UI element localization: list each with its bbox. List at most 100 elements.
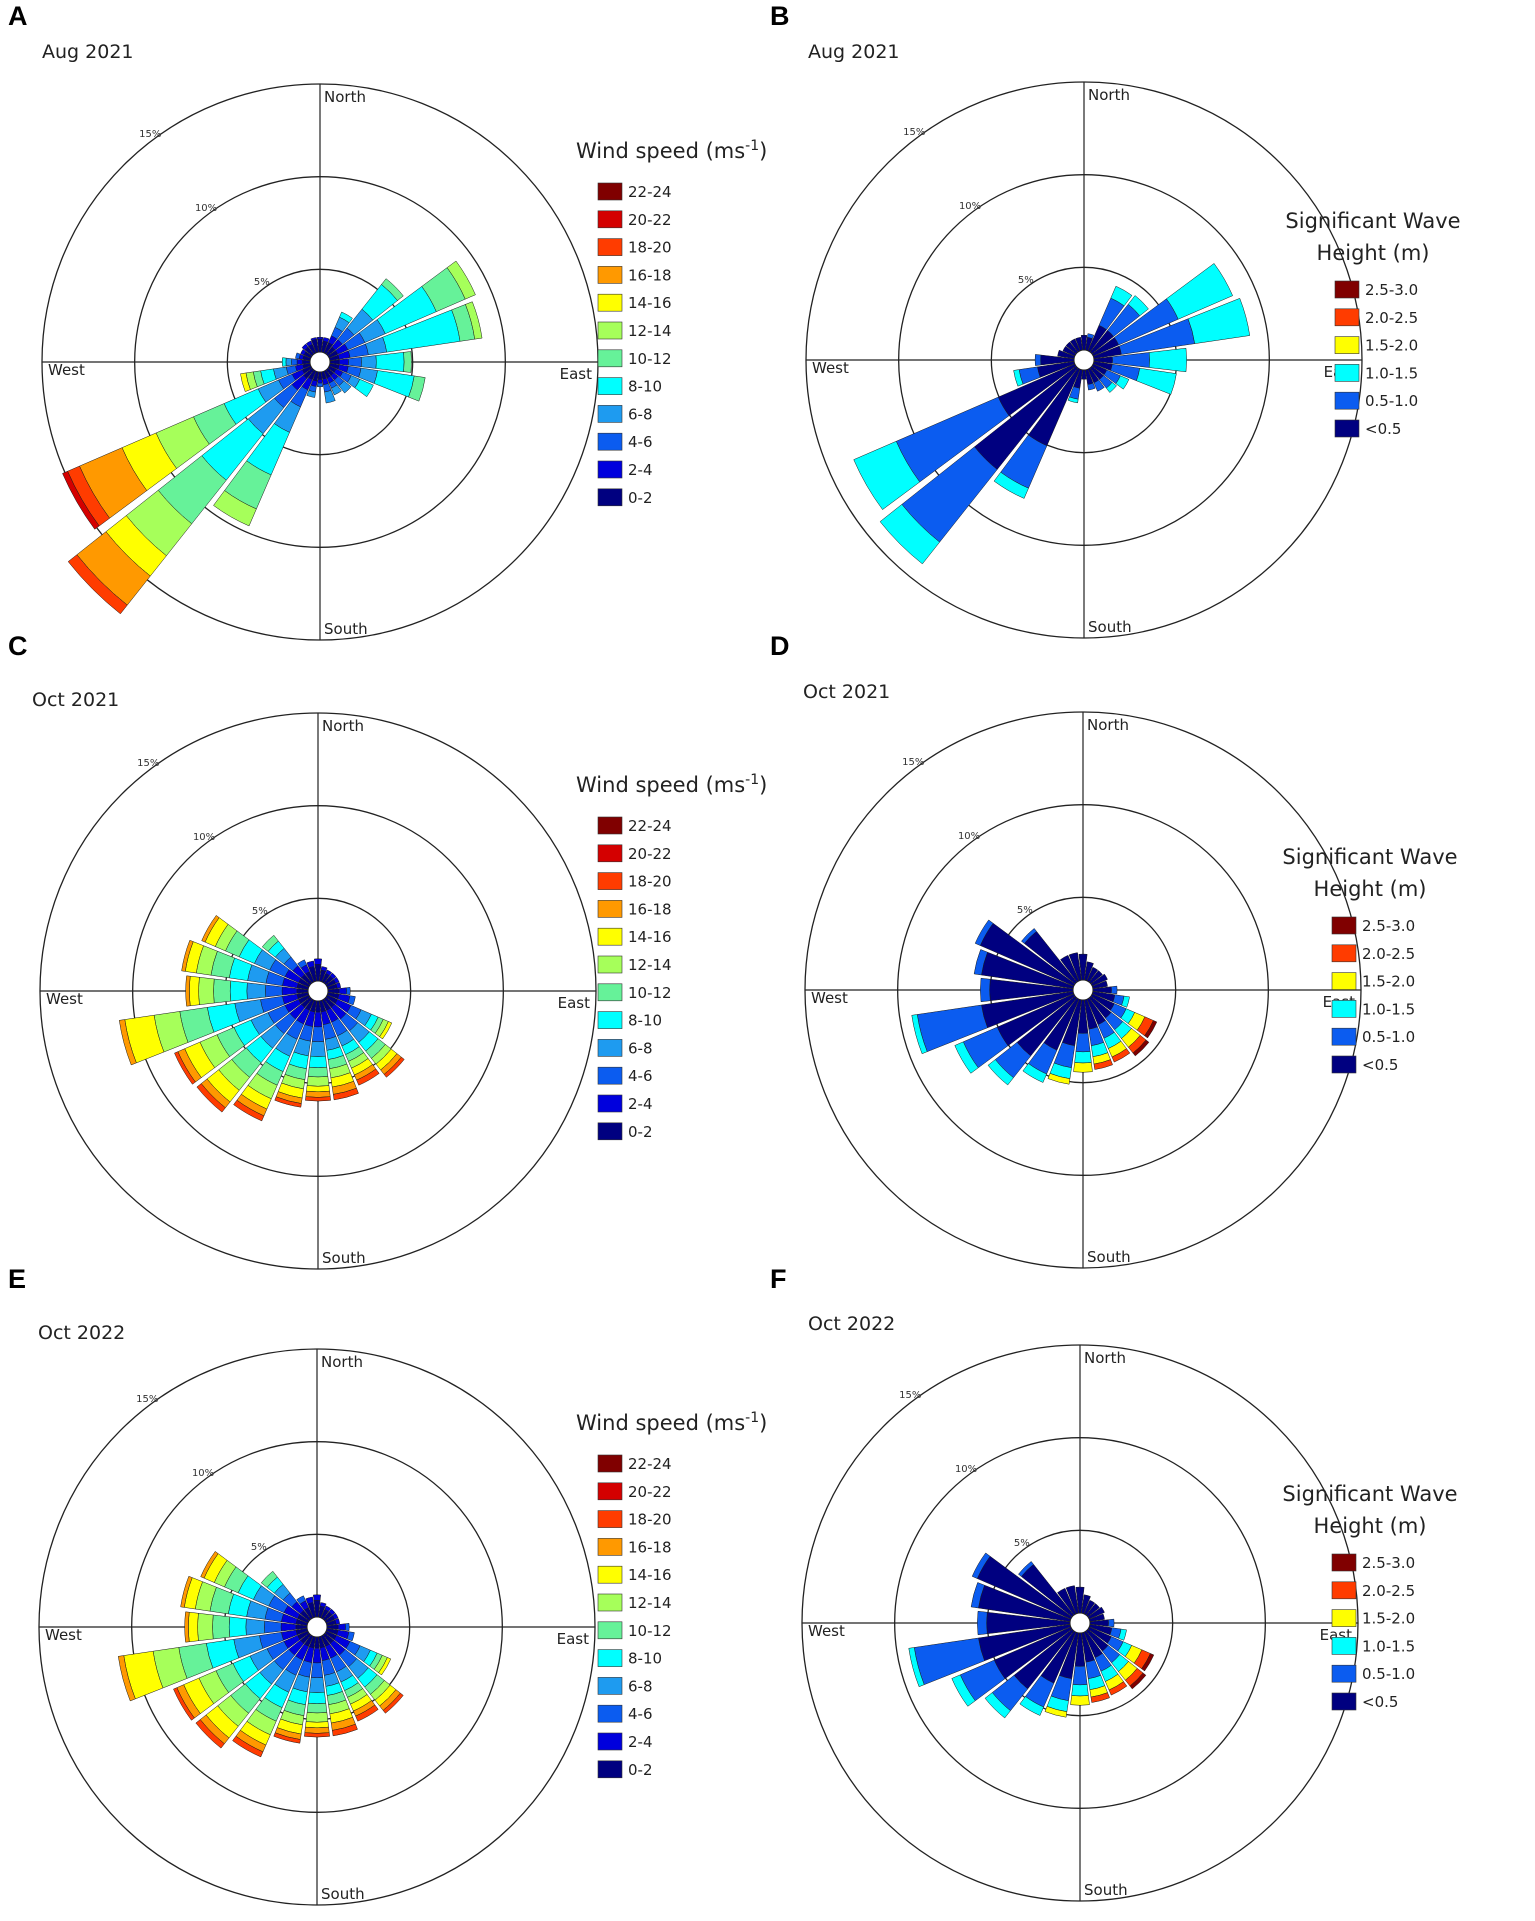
petal-segment [360,355,377,369]
compass-east: East [560,365,592,383]
petal-segment [309,1677,325,1693]
legend-swatch [597,1538,623,1556]
legend-swatch [1331,972,1357,990]
petal-segment [335,982,342,989]
petal-segment [403,351,412,373]
petals [117,1551,404,1758]
petal-segment [314,958,322,965]
petal-segment [329,972,337,980]
legend-title: Wind speed (ms-1) [576,1410,767,1435]
petal-segment [306,960,315,969]
petal-segment [62,470,100,530]
legend-swatch [1334,336,1360,354]
ring-label: 5% [1014,1538,1030,1549]
compass-north: North [322,717,364,735]
petal-segment [245,1618,265,1636]
petal-segment [379,1021,393,1040]
legend-label: 0-2 [628,1761,653,1779]
legend-label: 22-24 [628,1455,672,1473]
petal-segment [977,1610,988,1636]
petal-segment [328,1608,336,1616]
petal-segment [970,1582,985,1609]
legend-label: 0.5-1.0 [1362,1665,1415,1683]
legend-label: 18-20 [628,873,672,891]
petal-segment [355,1704,379,1722]
compass-south: South [1088,618,1132,636]
petal-segment [308,1055,328,1068]
legend-label: 2.5-3.0 [1362,1554,1415,1572]
petal-segment [295,352,301,360]
petal-segment [324,1605,332,1612]
ring-label: 5% [254,277,270,288]
legend-swatch [597,349,623,368]
petal-segment [189,975,200,1007]
petal-segment [1018,1561,1034,1577]
legend-label: 2.0-2.5 [1362,945,1415,963]
petal-segment [305,1596,314,1605]
petal-segment [281,986,298,996]
legend-swatch [597,182,623,201]
legend-label: <0.5 [1362,1056,1398,1074]
legend-swatch [1334,391,1360,410]
petal-segment [1071,1684,1089,1697]
panel-letter: C [8,631,28,661]
petal-segment [1121,995,1130,1008]
petal-segment [1166,263,1233,320]
petal-segment [173,1687,195,1721]
legend-title: Height (m) [1314,1514,1427,1538]
petal-segment [1087,333,1095,339]
petals [911,919,1158,1086]
legend-title: Significant Wave [1282,1482,1457,1506]
legend-label: 8-10 [628,1650,662,1668]
petal-segment [306,1702,328,1714]
ring-label: 5% [251,1542,267,1553]
petal-segment [184,1611,190,1643]
compass-west: West [811,989,848,1007]
petal-segment [181,939,194,972]
petal-segment [229,980,248,1002]
petal-segment [951,1674,976,1707]
legend-swatch [597,1094,623,1113]
petal-segment [332,1087,359,1101]
center-hole [1073,349,1095,371]
legend-swatch [1331,1027,1357,1046]
legend-swatch [1334,364,1360,382]
legend-swatch [597,266,623,284]
petal-segment [1148,347,1187,373]
petal-segment [971,1552,991,1579]
legend-label: 12-14 [628,1594,672,1612]
legend-title-sup: -1 [745,772,759,788]
compass-east: East [558,994,590,1012]
petal-segment [306,1076,330,1087]
legend-label: 2.5-3.0 [1365,281,1418,299]
legend-swatch [597,405,623,423]
petal-segment [1105,381,1117,393]
legend-title-sup: -1 [745,138,759,154]
ring-label: 15% [902,757,924,768]
legend-swatch [597,1482,623,1501]
compass-south: South [321,1885,365,1903]
petal-segment [201,915,220,943]
legend-swatch [1331,1664,1357,1683]
legend-swatch [597,1565,623,1584]
petal-segment [973,949,988,976]
legend-label: 16-18 [628,900,672,918]
legend-swatch [597,1510,623,1528]
compass-south: South [324,620,368,638]
center-hole [306,1616,328,1638]
legend-swatch [597,983,623,1002]
petal-segment [233,1099,265,1122]
compass-west: West [46,990,83,1008]
legend: Wind speed (ms-1) 22-24 20-22 18-20 16-18 14-… [576,138,767,507]
petal-segment [281,357,287,367]
petal-segment [1187,298,1251,344]
petal-segment [1093,1059,1113,1070]
legend-swatch [1331,1581,1357,1600]
petal-segment [334,1618,341,1625]
legend: Wind speed (ms-1) 22-24 20-22 18-20 16-18 14-… [576,1410,767,1779]
petal-segment [1019,1696,1044,1716]
legend-swatch [597,1454,623,1473]
legend-swatch [597,1066,623,1085]
legend-swatch [1331,916,1357,935]
center-hole [1072,979,1094,1001]
